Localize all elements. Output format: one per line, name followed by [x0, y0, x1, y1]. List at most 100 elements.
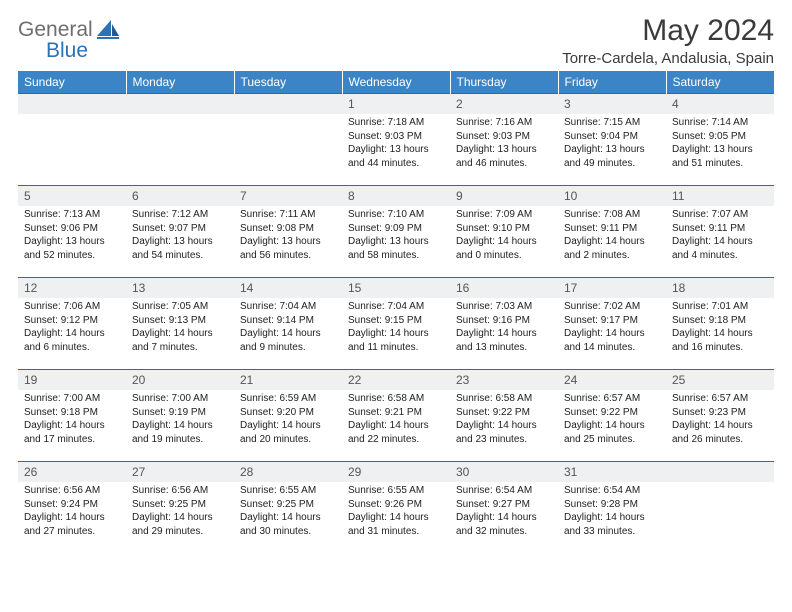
- day-number: 6: [126, 186, 234, 206]
- calendar-day-cell: 11Sunrise: 7:07 AMSunset: 9:11 PMDayligh…: [666, 186, 774, 278]
- calendar-day-cell: 19Sunrise: 7:00 AMSunset: 9:18 PMDayligh…: [18, 370, 126, 462]
- daylight-line: Daylight: 14 hours and 11 minutes.: [348, 328, 429, 353]
- day-number-empty: [234, 94, 342, 114]
- sunset-line: Sunset: 9:11 PM: [672, 223, 745, 234]
- calendar-day-cell: 9Sunrise: 7:09 AMSunset: 9:10 PMDaylight…: [450, 186, 558, 278]
- daylight-line: Daylight: 14 hours and 31 minutes.: [348, 512, 429, 537]
- day-number: 28: [234, 462, 342, 482]
- calendar-day-cell: 20Sunrise: 7:00 AMSunset: 9:19 PMDayligh…: [126, 370, 234, 462]
- day-content: Sunrise: 7:07 AM Sunset: 9:11 PM Daylight:…: [666, 206, 774, 266]
- header: General Blue May 2024 Torre-Cardela, And…: [18, 14, 774, 67]
- sunset-line: Sunset: 9:03 PM: [456, 131, 530, 142]
- calendar-day-cell: 17Sunrise: 7:02 AMSunset: 9:17 PMDayligh…: [558, 278, 666, 370]
- calendar-day-cell: 6Sunrise: 7:12 AMSunset: 9:07 PMDaylight…: [126, 186, 234, 278]
- weekday-header: Thursday: [450, 71, 558, 94]
- day-content: Sunrise: 6:59 AMSunset: 9:20 PMDaylight:…: [234, 390, 342, 450]
- calendar-week-row: 12Sunrise: 7:06 AMSunset: 9:12 PMDayligh…: [18, 278, 774, 370]
- sunrise-line: Sunrise: 7:00 AM: [24, 393, 100, 404]
- sunrise-line: Sunrise: 7:03 AM: [456, 301, 532, 312]
- calendar-day-cell: [18, 94, 126, 186]
- day-content: Sunrise: 6:54 AMSunset: 9:28 PMDaylight:…: [558, 482, 666, 542]
- sunrise-line: Sunrise: 6:55 AM: [240, 485, 316, 496]
- day-content: Sunrise: 7:02 AMSunset: 9:17 PMDaylight:…: [558, 298, 666, 358]
- sunset-line: Sunset: 9:17 PM: [564, 315, 638, 326]
- daylight-line: Daylight: 14 hours and 22 minutes.: [348, 420, 429, 445]
- logo-text-general: General: [18, 18, 93, 41]
- sunrise-line: Sunrise: 6:54 AM: [456, 485, 532, 496]
- sunrise-line: Sunrise: 7:00 AM: [132, 393, 208, 404]
- day-number: 29: [342, 462, 450, 482]
- day-content: Sunrise: 7:12 AMSunset: 9:07 PMDaylight:…: [126, 206, 234, 266]
- calendar-day-cell: 18Sunrise: 7:01 AMSunset: 9:18 PMDayligh…: [666, 278, 774, 370]
- day-number: 5: [18, 186, 126, 206]
- calendar-table: SundayMondayTuesdayWednesdayThursdayFrid…: [18, 71, 774, 554]
- sunrise-line: Sunrise: 7:16 AM: [456, 117, 532, 128]
- calendar-day-cell: [666, 462, 774, 554]
- weekday-header: Tuesday: [234, 71, 342, 94]
- weekday-header-row: SundayMondayTuesdayWednesdayThursdayFrid…: [18, 71, 774, 94]
- sunrise-line: Sunrise: 7:09 AM: [456, 209, 532, 220]
- day-number: 3: [558, 94, 666, 114]
- daylight-line: Daylight: 14 hours and 9 minutes.: [240, 328, 321, 353]
- calendar-day-cell: 12Sunrise: 7:06 AMSunset: 9:12 PMDayligh…: [18, 278, 126, 370]
- logo-sail-icon: [97, 20, 121, 45]
- day-number: 13: [126, 278, 234, 298]
- day-number: 4: [666, 94, 774, 114]
- day-number-empty: [666, 462, 774, 482]
- sunrise-line: Sunrise: 7:07 AM: [672, 209, 748, 220]
- sunrise-line: Sunrise: 7:06 AM: [24, 301, 100, 312]
- weekday-header: Sunday: [18, 71, 126, 94]
- calendar-day-cell: [126, 94, 234, 186]
- daylight-line: Daylight: 14 hours and 29 minutes.: [132, 512, 213, 537]
- day-number: 26: [18, 462, 126, 482]
- calendar-body: 1Sunrise: 7:18 AMSunset: 9:03 PMDaylight…: [18, 94, 774, 554]
- weekday-header: Monday: [126, 71, 234, 94]
- daylight-line: Daylight: 14 hours and 4 minutes.: [672, 236, 753, 261]
- daylight-line: Daylight: 14 hours and 23 minutes.: [456, 420, 537, 445]
- daylight-line: Daylight: 13 hours and 49 minutes.: [564, 144, 645, 169]
- sunset-line: Sunset: 9:08 PM: [240, 223, 314, 234]
- day-number: 10: [558, 186, 666, 206]
- daylight-line: Daylight: 14 hours and 6 minutes.: [24, 328, 105, 353]
- sunset-line: Sunset: 9:03 PM: [348, 131, 422, 142]
- daylight-line: Daylight: 14 hours and 7 minutes.: [132, 328, 213, 353]
- daylight-line: Daylight: 14 hours and 33 minutes.: [564, 512, 645, 537]
- calendar-day-cell: 22Sunrise: 6:58 AMSunset: 9:21 PMDayligh…: [342, 370, 450, 462]
- sunrise-line: Sunrise: 6:57 AM: [672, 393, 748, 404]
- daylight-line: Daylight: 13 hours and 58 minutes.: [348, 236, 429, 261]
- daylight-line: Daylight: 14 hours and 26 minutes.: [672, 420, 753, 445]
- sunset-line: Sunset: 9:27 PM: [456, 499, 530, 510]
- weekday-header: Friday: [558, 71, 666, 94]
- daylight-line: Daylight: 13 hours and 56 minutes.: [240, 236, 321, 261]
- day-content: Sunrise: 6:57 AMSunset: 9:23 PMDaylight:…: [666, 390, 774, 450]
- day-number: 12: [18, 278, 126, 298]
- day-content: Sunrise: 7:05 AMSunset: 9:13 PMDaylight:…: [126, 298, 234, 358]
- day-content: Sunrise: 7:01 AMSunset: 9:18 PMDaylight:…: [666, 298, 774, 358]
- weekday-header: Saturday: [666, 71, 774, 94]
- sunrise-line: Sunrise: 7:14 AM: [672, 117, 748, 128]
- daylight-line: Daylight: 14 hours and 32 minutes.: [456, 512, 537, 537]
- calendar-day-cell: 29Sunrise: 6:55 AMSunset: 9:26 PMDayligh…: [342, 462, 450, 554]
- day-number: 7: [234, 186, 342, 206]
- day-number: 21: [234, 370, 342, 390]
- day-number-empty: [126, 94, 234, 114]
- calendar-week-row: 19Sunrise: 7:00 AMSunset: 9:18 PMDayligh…: [18, 370, 774, 462]
- calendar-week-row: 1Sunrise: 7:18 AMSunset: 9:03 PMDaylight…: [18, 94, 774, 186]
- sunrise-line: Sunrise: 6:56 AM: [132, 485, 208, 496]
- sunset-line: Sunset: 9:26 PM: [348, 499, 422, 510]
- sunset-line: Sunset: 9:25 PM: [132, 499, 206, 510]
- sunset-line: Sunset: 9:06 PM: [24, 223, 98, 234]
- daylight-line: Daylight: 13 hours and 51 minutes.: [672, 144, 753, 169]
- calendar-day-cell: 27 Sunrise: 6:56 AM Sunset: 9:25 PM Dayligh…: [126, 462, 234, 554]
- sunrise-line: Sunrise: 7:15 AM: [564, 117, 640, 128]
- day-number: 15: [342, 278, 450, 298]
- day-content: Sunrise: 7:16 AM Sunset: 9:03 PM Daylight:…: [450, 114, 558, 174]
- day-content: Sunrise: 6:58 AMSunset: 9:21 PMDaylight:…: [342, 390, 450, 450]
- day-content: Sunrise: 6:55 AMSunset: 9:25 PMDaylight:…: [234, 482, 342, 542]
- daylight-line: Daylight: 14 hours and 2 minutes.: [564, 236, 645, 261]
- sunrise-line: Sunrise: 6:54 AM: [564, 485, 640, 496]
- weekday-header: Wednesday: [342, 71, 450, 94]
- day-number: 27: [126, 462, 234, 482]
- daylight-line: Daylight: 13 hours and 46 minutes.: [456, 144, 537, 169]
- calendar-day-cell: 10Sunrise: 7:08 AMSunset: 9:11 PMDayligh…: [558, 186, 666, 278]
